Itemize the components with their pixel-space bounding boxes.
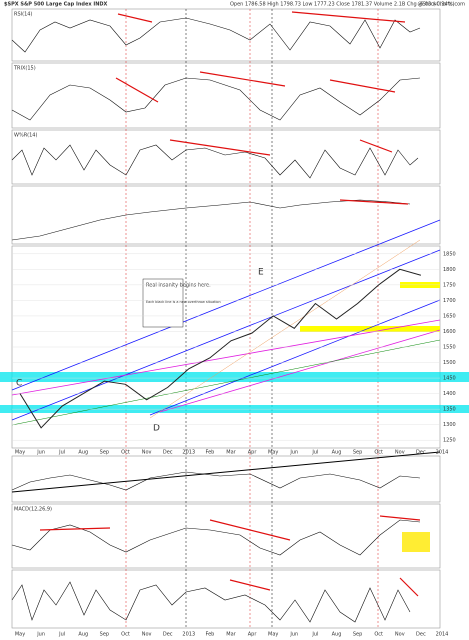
- x-tick-label: Feb: [205, 450, 214, 456]
- x-tick-label: Sep: [100, 632, 109, 638]
- panel-label: RSI(14): [14, 12, 32, 18]
- x-tick-label: Sep: [353, 632, 362, 638]
- y-tick-label: 1650: [443, 313, 456, 319]
- annotation: Each black line is a new overthrow situa…: [146, 300, 221, 304]
- x-tick-label: Jul: [58, 450, 65, 456]
- y-tick-label: 1500: [443, 360, 456, 366]
- y-tick-label: 1800: [443, 267, 456, 273]
- y-tick-label: 1750: [443, 282, 456, 288]
- panel: [11, 455, 441, 503]
- x-tick-label: Oct: [374, 450, 383, 456]
- panels: [11, 8, 441, 629]
- x-tick-label: Aug: [332, 450, 342, 456]
- panel: [11, 185, 441, 245]
- x-tick-label: 2014: [436, 632, 449, 638]
- x-tick-label: Nov: [142, 632, 152, 638]
- x-tick-label: Aug: [78, 632, 88, 638]
- x-tick-label: Dec: [416, 450, 426, 456]
- x-tick-label: Nov: [142, 450, 152, 456]
- x-tick-label: Oct: [121, 450, 130, 456]
- x-tick-label: Mar: [226, 632, 236, 638]
- oscillators: [11, 11, 441, 623]
- y-tick-label: 1550: [443, 345, 456, 351]
- x-tick-label: Nov: [395, 632, 405, 638]
- x-tick-label: Dec: [416, 632, 426, 638]
- x-tick-label: Oct: [374, 632, 383, 638]
- x-tick-label: Feb: [205, 632, 214, 638]
- y-tick-label: 1600: [443, 329, 456, 335]
- quote-line: Open 1786.58 High 1798.73 Low 1777.23 Cl…: [230, 2, 454, 8]
- y-tick-label: 1450: [443, 376, 456, 382]
- vertical-lines: [125, 9, 379, 628]
- x-tick-label: May: [15, 632, 25, 638]
- x-tick-label: Dec: [163, 450, 173, 456]
- x-tick-label: Sep: [353, 450, 362, 456]
- x-tick-label: Jun: [289, 632, 298, 638]
- source: @StockCharts.com: [418, 2, 466, 8]
- x-tick-label: Aug: [78, 450, 88, 456]
- y-tick-label: 1350: [443, 407, 456, 413]
- panel-label: MACD(12,26,9): [14, 507, 52, 513]
- x-tick-label: May: [268, 450, 278, 456]
- panel: [11, 503, 441, 569]
- x-tick-label: Mar: [226, 450, 236, 456]
- x-tick-label: Oct: [121, 632, 130, 638]
- annotation: D: [153, 424, 160, 434]
- x-tick-label: 2013: [182, 450, 195, 456]
- panel: [11, 62, 441, 129]
- x-tick-label: Jul: [311, 450, 318, 456]
- panel: [11, 129, 441, 185]
- x-tick-label: May: [15, 450, 25, 456]
- y-tick-label: 1250: [443, 438, 456, 444]
- x-tick-label: Apr: [248, 632, 258, 638]
- annotation: C: [16, 379, 22, 389]
- annotation: E: [258, 268, 264, 278]
- panel-label: W%R(14): [14, 133, 37, 139]
- x-tick-label: Jul: [311, 632, 318, 638]
- x-tick-label: Jun: [289, 450, 298, 456]
- x-tick-label: Jun: [36, 632, 45, 638]
- x-tick-label: 2014: [436, 450, 449, 456]
- price-line: [19, 268, 422, 429]
- panel-label: TRIX(15): [13, 66, 36, 72]
- x-tick-label: Sep: [100, 450, 109, 456]
- x-tick-label: Apr: [248, 450, 258, 456]
- x-tick-label: Jun: [36, 450, 45, 456]
- x-tick-label: Aug: [332, 632, 342, 638]
- y-tick-label: 1850: [443, 251, 456, 257]
- panel: [11, 569, 441, 629]
- y-tick-label: 1700: [443, 298, 456, 304]
- annotation: Real insanity begins here.: [146, 283, 211, 289]
- x-tick-label: Nov: [395, 450, 405, 456]
- x-tick-label: 2013: [182, 632, 195, 638]
- y-tick-label: 1400: [443, 391, 456, 397]
- x-tick-label: May: [268, 632, 278, 638]
- chart-title: $SPX S&P 500 Large Cap Index INDX: [4, 2, 108, 8]
- y-tick-label: 1300: [443, 422, 456, 428]
- panel: [11, 8, 441, 62]
- x-tick-label: Jul: [58, 632, 65, 638]
- x-tick-label: Dec: [163, 632, 173, 638]
